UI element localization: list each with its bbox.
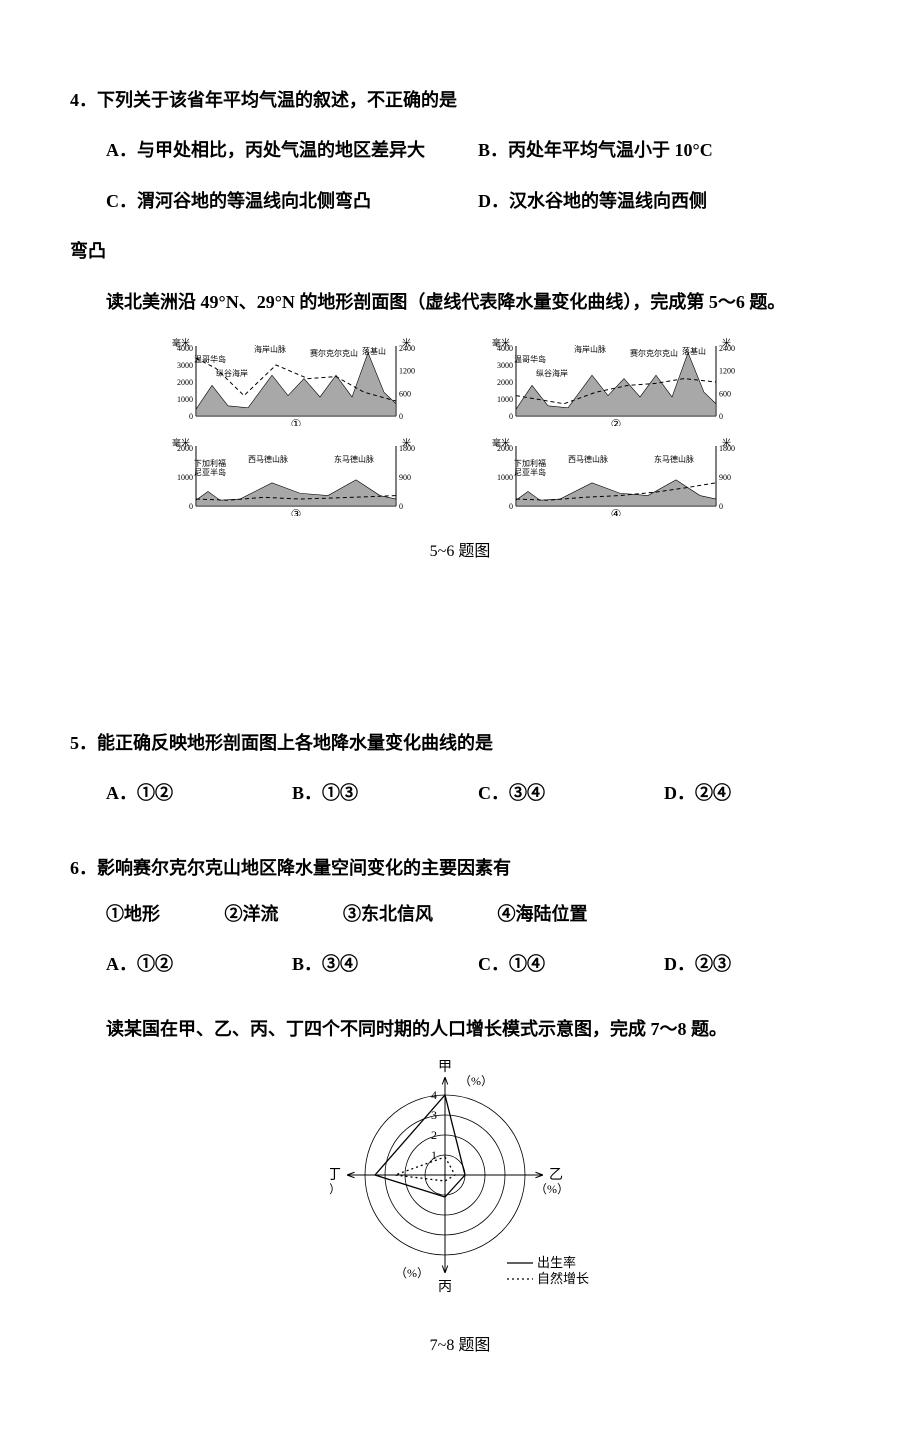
q6-items: ①地形 ②洋流 ③东北信风 ④海陆位置 [70,898,850,930]
svg-text:2000: 2000 [497,444,513,453]
intro-56: 读北美洲沿 49°N、29°N 的地形剖面图（虚线代表降水量变化曲线），完成第 … [70,286,850,318]
svg-text:0: 0 [189,412,193,421]
svg-text:1800: 1800 [719,444,735,453]
q4-opt-d: D．汉水谷地的等温线向西侧 [478,185,850,217]
q6-stem: 6．影响赛尔克尔克山地区降水量空间变化的主要因素有 [70,852,850,884]
q5-stem: 5．能正确反映地形剖面图上各地降水量变化曲线的是 [70,727,850,759]
svg-text:0: 0 [399,412,403,421]
svg-text:③: ③ [291,507,302,516]
svg-text:1000: 1000 [497,395,513,404]
q5-opt-a: A．①② [106,777,292,809]
svg-text:东马德山脉: 东马德山脉 [654,454,694,464]
svg-text:1000: 1000 [177,473,193,482]
profile-panel-2: 毫米米40003000200010000240012006000温哥华岛纵谷海岸… [480,336,760,426]
q4-opt-a: A．与甲处相比，丙处气温的地区差异大 [106,134,478,166]
svg-text:丙: 丙 [438,1280,452,1295]
svg-text:下加利福: 下加利福 [194,458,226,468]
svg-text:落基山: 落基山 [682,346,706,356]
svg-text:丁: 丁 [330,1168,341,1183]
q6-item-1: ①地形 [106,898,160,930]
svg-text:3000: 3000 [497,361,513,370]
svg-text:0: 0 [399,502,403,511]
svg-text:海岸山脉: 海岸山脉 [574,344,606,354]
svg-text:甲: 甲 [438,1060,452,1075]
svg-text:2000: 2000 [497,378,513,387]
q6-item-3: ③东北信风 [343,898,433,930]
q5-opt-d: D．②④ [664,777,850,809]
svg-text:900: 900 [719,473,731,482]
q4-hang: 弯凸 [70,235,850,267]
q6-opt-a: A．①② [106,948,292,980]
svg-text:4: 4 [431,1088,437,1102]
svg-text:西马德山脉: 西马德山脉 [568,454,608,464]
svg-text:0: 0 [189,502,193,511]
svg-text:0: 0 [719,412,723,421]
svg-text:0: 0 [719,502,723,511]
svg-text:东马德山脉: 东马德山脉 [334,454,374,464]
profile-panel-3: 毫米米20001000018009000下加利福尼亚半岛西马德山脉东马德山脉③ [160,436,440,516]
svg-text:900: 900 [399,473,411,482]
svg-text:西马德山脉: 西马德山脉 [248,454,288,464]
svg-text:④: ④ [611,507,622,516]
figure-56: 毫米米40003000200010000240012006000温哥华岛纵谷海岸… [160,336,760,516]
q6-options: A．①② B．③④ C．①④ D．②③ [70,948,850,998]
svg-text:2: 2 [431,1128,437,1142]
q5-opt-c: C．③④ [478,777,664,809]
svg-text:（%）: （%） [330,1182,341,1196]
svg-text:2400: 2400 [719,344,735,353]
profile-panel-1: 毫米米40003000200010000240012006000温哥华岛纵谷海岸… [160,336,440,426]
q4-stem: 4．下列关于该省年平均气温的叙述，不正确的是 [70,84,850,116]
svg-text:1200: 1200 [399,367,415,376]
svg-text:0: 0 [509,412,513,421]
svg-text:②: ② [611,417,622,426]
intro-78: 读某国在甲、乙、丙、丁四个不同时期的人口增长模式示意图，完成 7～8 题。 [70,1013,850,1045]
q6-item-2: ②洋流 [225,898,279,930]
svg-text:600: 600 [719,389,731,398]
svg-text:温哥华岛: 温哥华岛 [194,354,226,364]
q6-opt-b: B．③④ [292,948,478,980]
svg-text:（%）: （%） [459,1074,493,1088]
q6-item-4: ④海陆位置 [498,898,588,930]
svg-text:1800: 1800 [399,444,415,453]
svg-text:温哥华岛: 温哥华岛 [514,354,546,364]
profile-panel-4: 毫米米20001000018009000下加利福尼亚半岛西马德山脉东马德山脉④ [480,436,760,516]
figure-78: 1234甲（%）乙（%）丙（%）丁（%）出生率自然增长 7~8 题图 [330,1055,590,1361]
svg-text:乙: 乙 [549,1167,563,1183]
q6-opt-d: D．②③ [664,948,850,980]
svg-text:0: 0 [509,502,513,511]
svg-text:2000: 2000 [177,378,193,387]
q4-opt-b: B．丙处年平均气温小于 10°C [478,134,850,166]
svg-text:下加利福: 下加利福 [514,458,546,468]
svg-text:出生率: 出生率 [537,1255,576,1270]
q6-opt-c: C．①④ [478,948,664,980]
svg-text:4000: 4000 [497,344,513,353]
svg-text:尼亚半岛: 尼亚半岛 [194,467,226,477]
svg-text:纵谷海岸: 纵谷海岸 [536,368,568,378]
svg-text:自然增长: 自然增长 [537,1271,589,1286]
svg-text:2400: 2400 [399,344,415,353]
svg-text:1200: 1200 [719,367,735,376]
svg-text:尼亚半岛: 尼亚半岛 [514,467,546,477]
q5-opt-b: B．①③ [292,777,478,809]
svg-text:600: 600 [399,389,411,398]
figure-56-caption: 5~6 题图 [70,534,850,567]
svg-text:落基山: 落基山 [362,346,386,356]
svg-text:2000: 2000 [177,444,193,453]
svg-text:纵谷海岸: 纵谷海岸 [216,368,248,378]
q4-options: A．与甲处相比，丙处气温的地区差异大 B．丙处年平均气温小于 10°C C．渭河… [70,134,850,235]
q4-opt-c: C．渭河谷地的等温线向北侧弯凸 [106,185,478,217]
svg-text:1000: 1000 [177,395,193,404]
svg-text:赛尔克尔克山: 赛尔克尔克山 [310,348,358,358]
svg-text:1000: 1000 [497,473,513,482]
svg-text:①: ① [291,417,302,426]
svg-text:3000: 3000 [177,361,193,370]
svg-text:海岸山脉: 海岸山脉 [254,344,286,354]
svg-text:（%）: （%） [535,1182,569,1196]
svg-text:赛尔克尔克山: 赛尔克尔克山 [630,348,678,358]
svg-text:4000: 4000 [177,344,193,353]
figure-78-caption: 7~8 题图 [430,1337,491,1354]
q5-options: A．①② B．①③ C．③④ D．②④ [70,777,850,827]
svg-text:（%）: （%） [395,1266,429,1280]
